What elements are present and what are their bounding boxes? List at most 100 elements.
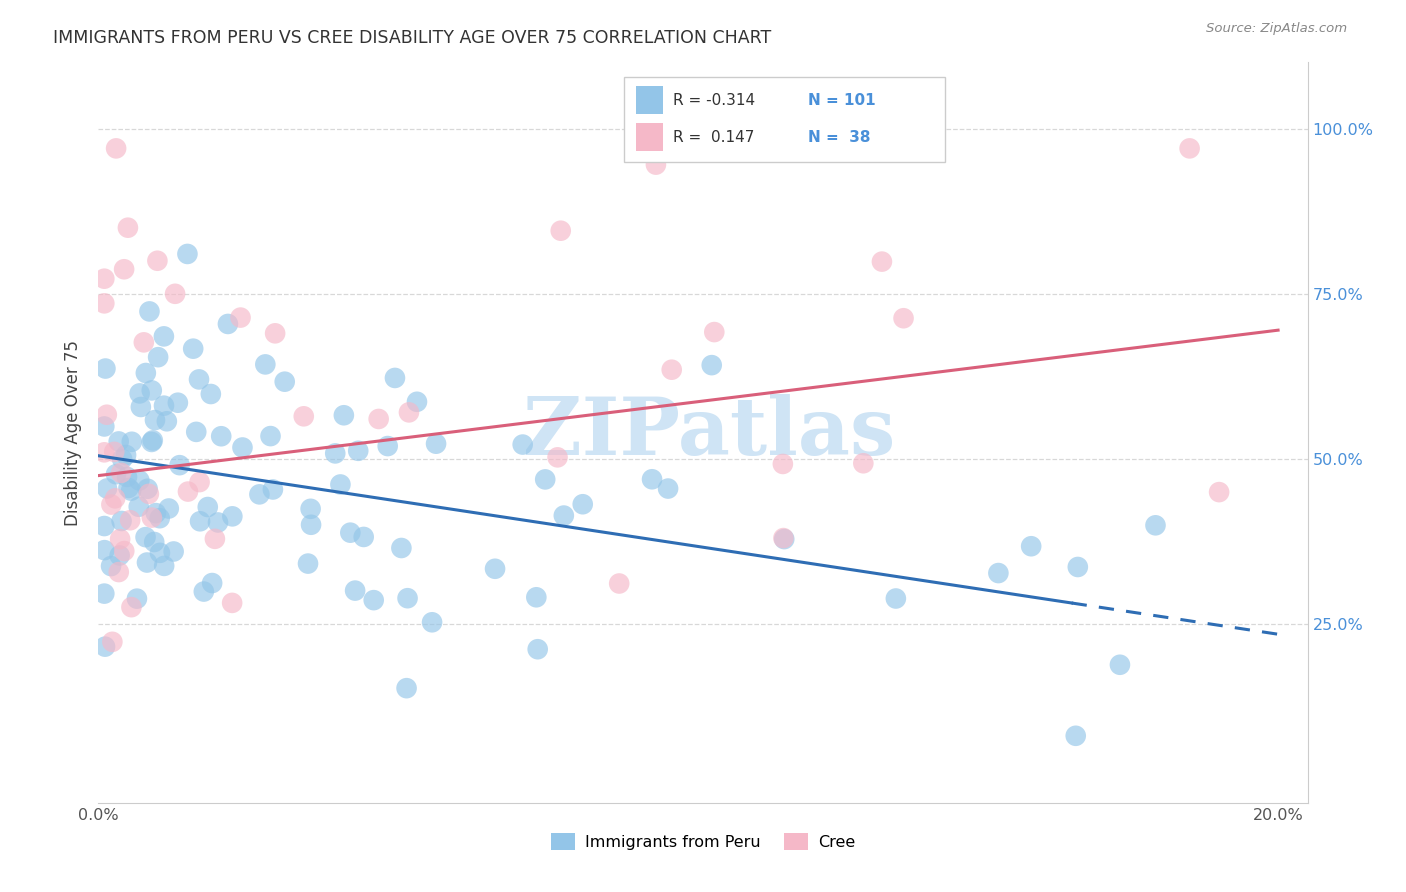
Point bbox=[101, 635, 124, 649]
Point bbox=[396, 591, 419, 606]
Point bbox=[1144, 518, 1167, 533]
Text: R = -0.314: R = -0.314 bbox=[672, 93, 755, 108]
Point bbox=[231, 441, 253, 455]
Point bbox=[870, 254, 893, 268]
Point bbox=[389, 541, 412, 555]
Point bbox=[363, 593, 385, 607]
Point bbox=[772, 531, 794, 545]
Point bbox=[143, 535, 166, 549]
Point bbox=[333, 409, 356, 423]
Point bbox=[162, 544, 184, 558]
Point bbox=[125, 591, 148, 606]
Point bbox=[264, 326, 287, 341]
Point bbox=[893, 311, 915, 326]
Point bbox=[112, 544, 135, 558]
Point bbox=[406, 394, 429, 409]
Point bbox=[167, 395, 190, 409]
Point bbox=[93, 543, 115, 558]
Point bbox=[96, 482, 118, 496]
Point bbox=[645, 158, 668, 172]
Point bbox=[700, 358, 723, 372]
Point bbox=[221, 509, 243, 524]
Point bbox=[484, 562, 506, 576]
Text: Source: ZipAtlas.com: Source: ZipAtlas.com bbox=[1206, 22, 1347, 36]
Point bbox=[112, 262, 135, 277]
Point bbox=[169, 458, 191, 472]
Point bbox=[1178, 141, 1201, 155]
Point bbox=[299, 501, 322, 516]
Point bbox=[204, 532, 226, 546]
Point bbox=[176, 247, 198, 261]
FancyBboxPatch shape bbox=[637, 123, 664, 152]
Point bbox=[1109, 657, 1132, 672]
Point bbox=[93, 271, 115, 285]
Point bbox=[132, 335, 155, 350]
Point bbox=[121, 434, 143, 449]
Point bbox=[141, 434, 163, 449]
Point bbox=[217, 317, 239, 331]
Point bbox=[657, 482, 679, 496]
Point bbox=[120, 600, 142, 615]
Point bbox=[1019, 539, 1042, 553]
Point bbox=[149, 511, 172, 525]
Point bbox=[107, 434, 129, 449]
Legend: Immigrants from Peru, Cree: Immigrants from Peru, Cree bbox=[543, 825, 863, 858]
Point bbox=[120, 513, 142, 527]
Point bbox=[512, 437, 534, 451]
Point bbox=[773, 532, 796, 546]
Point bbox=[188, 514, 211, 528]
Point bbox=[135, 530, 157, 544]
Point bbox=[96, 408, 118, 422]
Point bbox=[534, 472, 557, 486]
Point bbox=[607, 576, 630, 591]
Point bbox=[1208, 485, 1230, 500]
Point bbox=[145, 506, 167, 520]
Point bbox=[547, 450, 569, 465]
Text: N =  38: N = 38 bbox=[808, 129, 870, 145]
Point bbox=[395, 681, 418, 695]
Point bbox=[367, 412, 389, 426]
Point bbox=[181, 342, 204, 356]
Point bbox=[153, 329, 176, 343]
Point bbox=[254, 358, 277, 372]
Point bbox=[323, 446, 346, 460]
Point bbox=[143, 413, 166, 427]
Point bbox=[93, 296, 115, 310]
Point bbox=[115, 470, 138, 484]
Point bbox=[110, 514, 132, 528]
Point bbox=[420, 615, 443, 630]
Point bbox=[262, 483, 284, 497]
Point bbox=[852, 456, 875, 470]
Point bbox=[347, 443, 370, 458]
Point bbox=[207, 516, 229, 530]
Point bbox=[229, 310, 252, 325]
Point bbox=[94, 361, 117, 376]
Point bbox=[153, 558, 176, 573]
Point bbox=[117, 481, 139, 495]
Text: IMMIGRANTS FROM PERU VS CREE DISABILITY AGE OVER 75 CORRELATION CHART: IMMIGRANTS FROM PERU VS CREE DISABILITY … bbox=[53, 29, 772, 46]
Point bbox=[526, 642, 548, 657]
Point bbox=[103, 445, 125, 459]
Point bbox=[93, 586, 115, 600]
Point bbox=[136, 556, 159, 570]
Point bbox=[249, 487, 271, 501]
Point bbox=[221, 596, 243, 610]
Point bbox=[108, 549, 131, 563]
Point bbox=[138, 487, 160, 501]
Point bbox=[209, 429, 232, 443]
Point bbox=[110, 466, 132, 480]
Point bbox=[111, 452, 134, 467]
Point bbox=[117, 220, 139, 235]
Point bbox=[339, 525, 361, 540]
Point bbox=[100, 559, 122, 574]
Point bbox=[157, 501, 180, 516]
Point bbox=[193, 584, 215, 599]
Point bbox=[297, 557, 319, 571]
Point bbox=[108, 532, 131, 546]
Text: R =  0.147: R = 0.147 bbox=[672, 129, 754, 145]
Point bbox=[259, 429, 281, 443]
Point bbox=[93, 445, 115, 459]
Point bbox=[398, 405, 420, 419]
Y-axis label: Disability Age Over 75: Disability Age Over 75 bbox=[65, 340, 83, 525]
Point bbox=[772, 457, 794, 471]
